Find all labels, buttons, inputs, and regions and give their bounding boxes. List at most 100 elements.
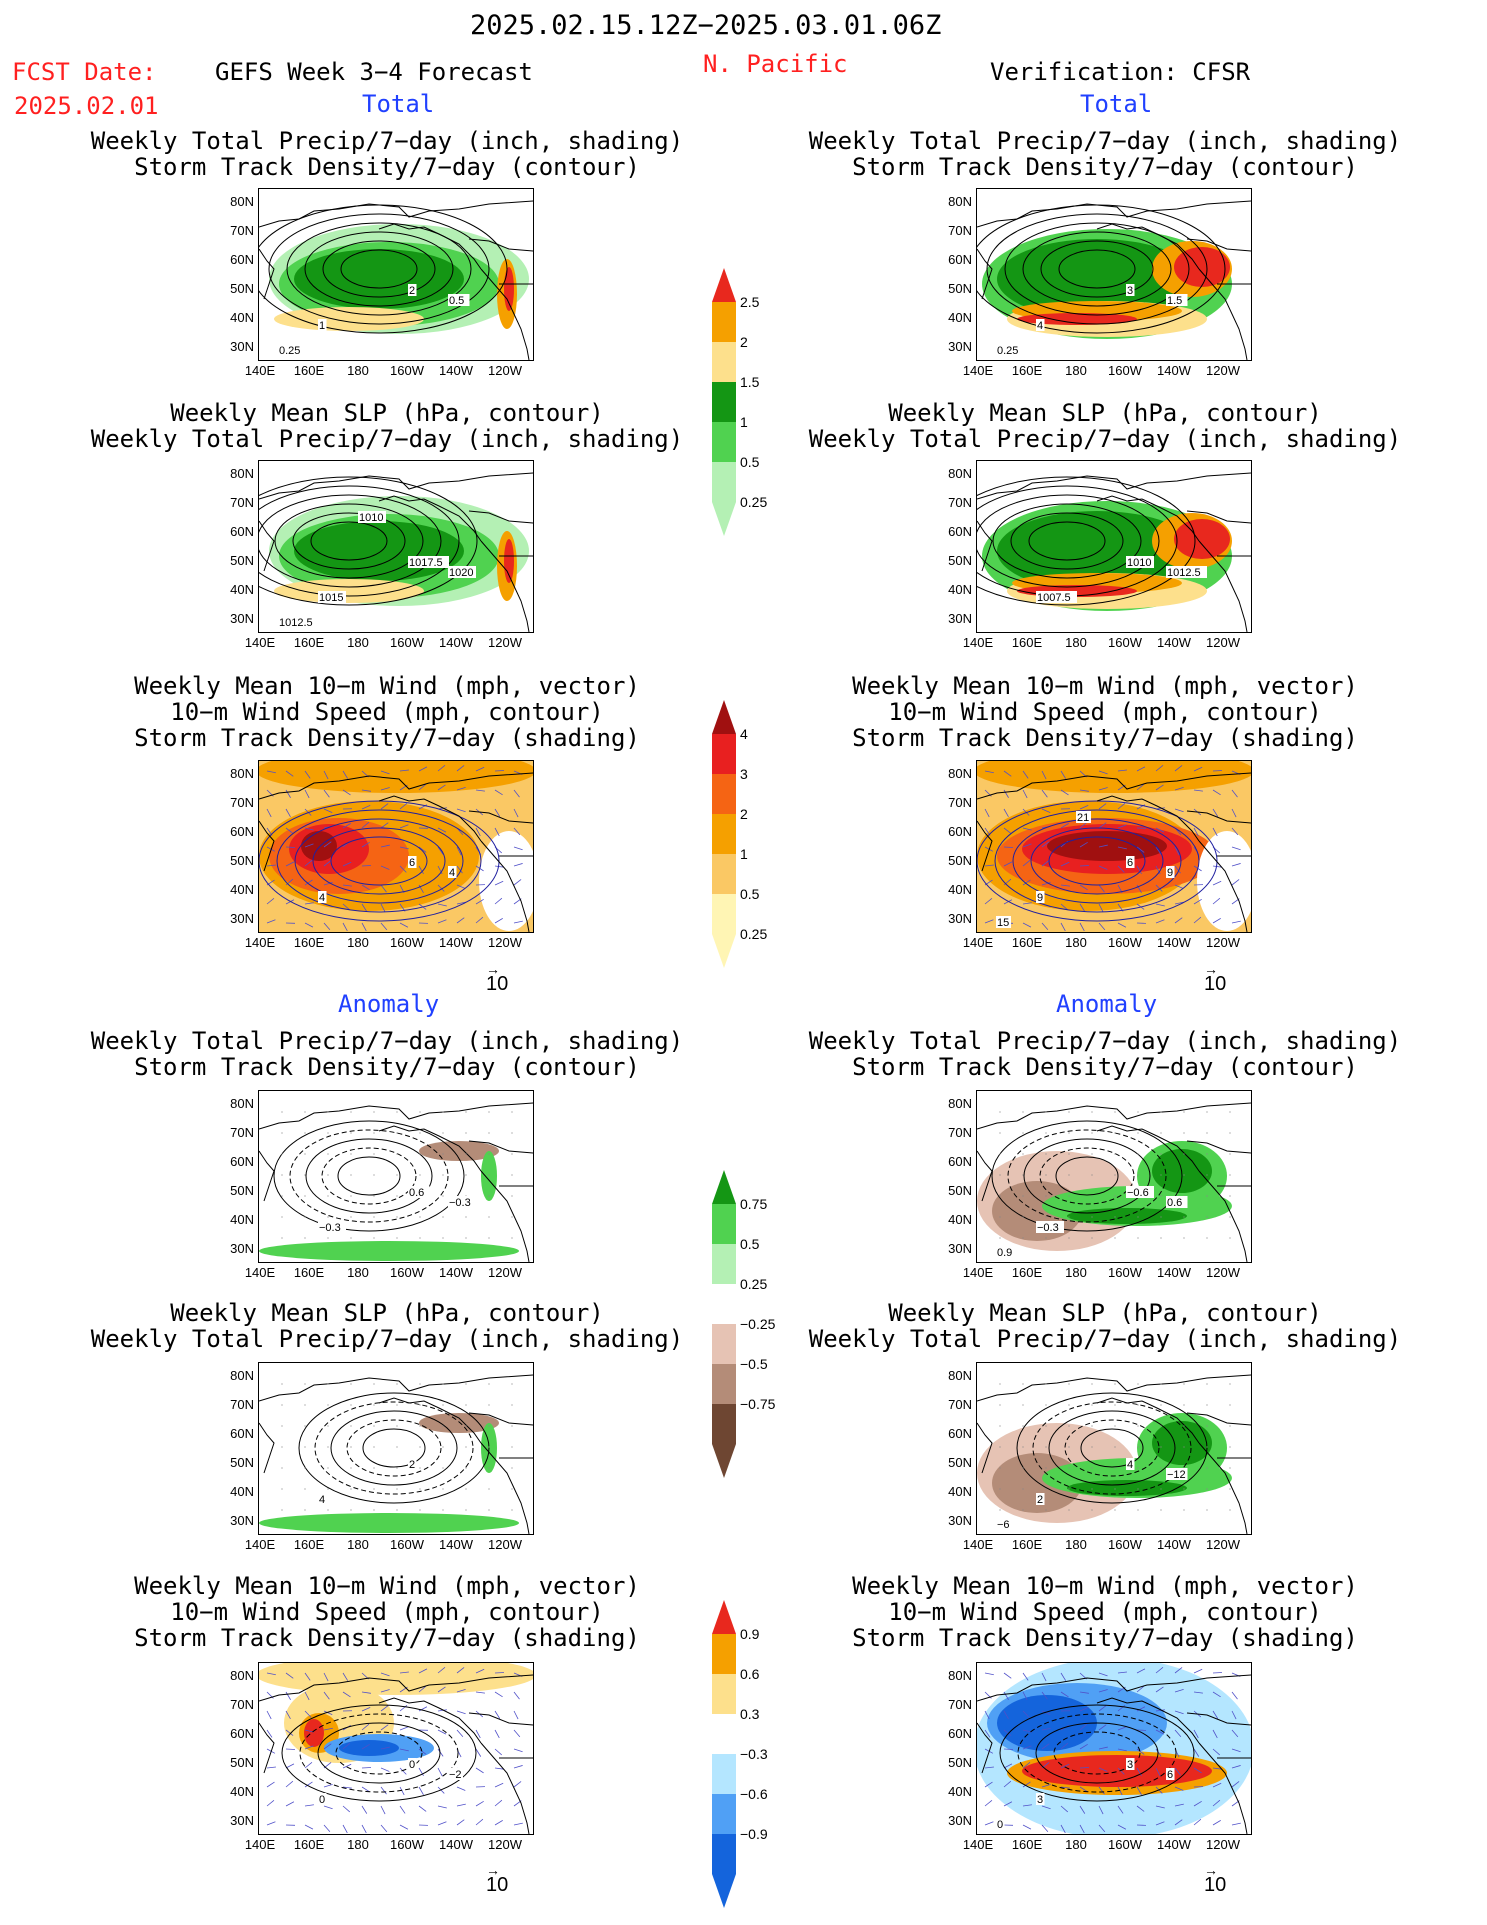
vector-dot — [1068, 1446, 1070, 1448]
wind-vector — [304, 1804, 314, 1807]
lon-tick-label: 180 — [1065, 1265, 1087, 1280]
contour-line — [317, 1722, 441, 1784]
colorbar-swatch — [712, 734, 736, 774]
contour-label: 4 — [318, 891, 327, 904]
colorbar-label: −0.3 — [740, 1746, 768, 1762]
wind-vector — [475, 916, 484, 924]
wind-vector — [304, 1745, 314, 1750]
wind-vector — [342, 770, 349, 779]
vector-dot — [1114, 1237, 1116, 1239]
wind-vector — [323, 1672, 329, 1682]
contour-line — [999, 1704, 1195, 1802]
lat-tick-label: 80N — [230, 1368, 254, 1383]
svg-text:0.5: 0.5 — [449, 295, 464, 307]
coastline — [1096, 1697, 1200, 1744]
wind-vector — [1079, 1805, 1086, 1814]
contour-label: −0.3 — [318, 1221, 346, 1234]
wind-vector — [984, 898, 993, 905]
vector-dot — [1091, 1111, 1093, 1113]
colorbar-cap — [712, 268, 736, 302]
contour-label: 4 — [448, 866, 457, 879]
vector-dot — [1160, 1132, 1162, 1134]
contour-line — [346, 1419, 442, 1477]
vector-dot — [281, 1153, 283, 1155]
vector-dot — [442, 1216, 444, 1218]
lon-tick-label: 180 — [347, 1537, 369, 1552]
wind-vector — [418, 1748, 427, 1755]
wind-vector — [1003, 1763, 1013, 1769]
vector-dot — [442, 1404, 444, 1406]
svg-text:1017.5: 1017.5 — [409, 557, 443, 569]
wind-vector — [1212, 865, 1222, 868]
svg-text:0.25: 0.25 — [997, 345, 1018, 357]
contour-line — [259, 476, 478, 606]
contour-line — [312, 827, 446, 895]
svg-text:1012.5: 1012.5 — [1167, 567, 1201, 579]
wind-vector — [361, 789, 371, 792]
vector-dot — [1229, 1153, 1231, 1155]
colorbar-swatch — [712, 1324, 736, 1364]
vector-dot — [1229, 1383, 1231, 1385]
wind-vector — [285, 899, 295, 905]
svg-text:1010: 1010 — [1127, 557, 1151, 569]
coastline — [977, 1102, 1251, 1130]
lon-tick-label: 140E — [244, 1265, 276, 1280]
wind-vector — [323, 1691, 330, 1700]
contour-label: 4 — [1036, 319, 1045, 332]
vector-dot — [419, 1488, 421, 1490]
wind-vector — [1022, 1781, 1031, 1788]
colorbar-cap — [712, 1600, 736, 1634]
contour-line — [289, 1129, 449, 1223]
contour-line — [321, 1147, 417, 1205]
coastline — [480, 540, 530, 632]
lat-tick-label: 50N — [230, 1183, 254, 1198]
vector-dot — [1022, 1153, 1024, 1155]
map-panel-l4: 0.6 −0.3 −0.3 — [258, 1090, 534, 1263]
vector-dot — [488, 1111, 490, 1113]
wind-vector — [323, 841, 332, 848]
lat-tick-label: 40N — [948, 882, 972, 897]
vector-dot — [511, 1132, 513, 1134]
lon-tick-label: 120W — [488, 935, 522, 950]
vector-dot — [1114, 1111, 1116, 1113]
colorbar-label: −0.9 — [740, 1826, 768, 1842]
vector-dot — [1183, 1446, 1185, 1448]
vector-dot — [1068, 1132, 1070, 1134]
vector-dot — [999, 1425, 1001, 1427]
colorbar-label: 0.5 — [740, 886, 760, 902]
vector-dot — [1229, 1446, 1231, 1448]
vector-dot — [1183, 1425, 1185, 1427]
section-anomaly-right: Anomaly — [1056, 990, 1158, 1018]
wind-vector — [1060, 1805, 1069, 1813]
wind-vector — [1117, 865, 1125, 873]
contour-label: 1010 — [358, 511, 386, 524]
wind-vector — [1212, 1729, 1218, 1739]
lon-tick-label: 180 — [1065, 1537, 1087, 1552]
wind-vector — [380, 865, 390, 870]
vector-dot — [1091, 1509, 1093, 1511]
vector-dot — [1022, 1404, 1024, 1406]
lon-tick-label: 160E — [293, 635, 325, 650]
contour-label: 4 — [1126, 1458, 1135, 1471]
vector-dot — [304, 1111, 306, 1113]
vector-dot — [511, 1153, 513, 1155]
colorbar-storm-total — [712, 700, 736, 968]
wind-vector — [1098, 922, 1106, 931]
lat-tick-label: 40N — [948, 1484, 972, 1499]
vector-ref-r3: → 10 — [1204, 961, 1227, 995]
contour-label: 1012.5 — [1166, 566, 1207, 579]
lat-tick-label: 30N — [230, 339, 254, 354]
lat-tick-label: 50N — [948, 1455, 972, 1470]
wind-vector — [1155, 919, 1165, 924]
wind-vector — [285, 1763, 295, 1769]
vector-dot — [1091, 1467, 1093, 1469]
vector-dot — [488, 1195, 490, 1197]
lon-tick-label: 160E — [293, 935, 325, 950]
colorbar-swatch — [712, 462, 736, 502]
lat-tick-label: 30N — [230, 611, 254, 626]
wind-vector — [285, 789, 291, 798]
lat-tick-label: 30N — [230, 1813, 254, 1828]
vector-dot — [281, 1237, 283, 1239]
colorbar-swatch — [712, 342, 736, 382]
vector-dot — [999, 1467, 1001, 1469]
